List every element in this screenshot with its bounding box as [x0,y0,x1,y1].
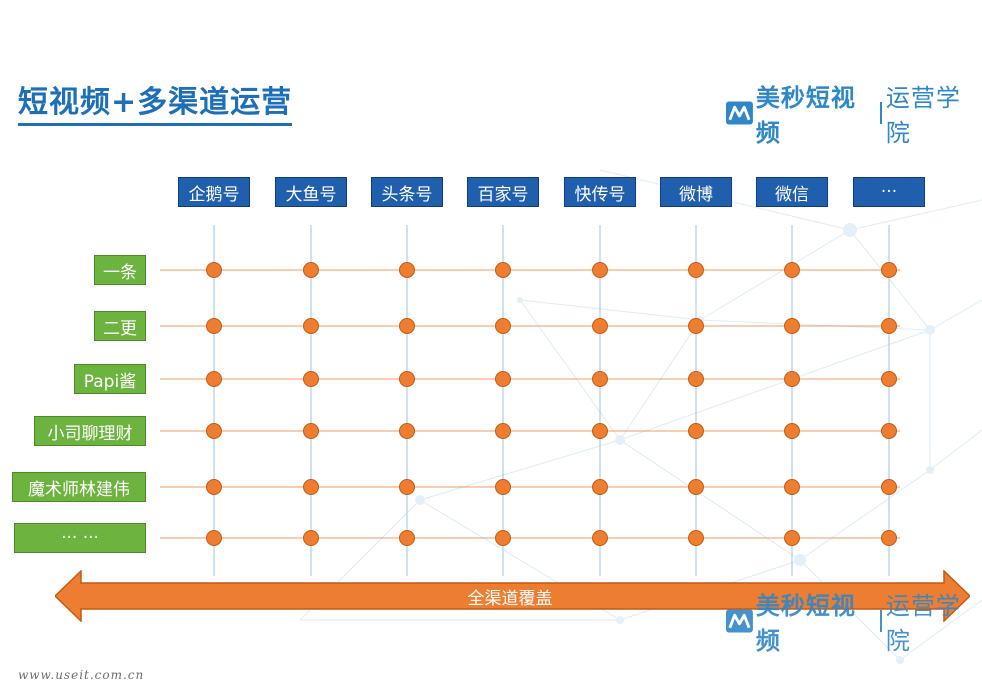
double-arrow-icon [55,570,970,622]
channel-node [784,262,800,278]
platform-box: 百家号 [467,177,539,207]
channel-node [206,530,222,546]
channel-node [881,262,897,278]
channel-node [881,318,897,334]
channel-node [592,479,608,495]
channel-node [399,530,415,546]
brand-name: 美秒短视频 [755,84,856,147]
channel-node [688,423,704,439]
channel-node [784,371,800,387]
brand-logo-top: 美秒短视频 运营学院 [726,78,982,148]
platform-box: 微博 [660,177,732,207]
channel-node [881,479,897,495]
brand-logo-bottom: 美秒短视频 运营学院 [726,586,982,656]
channel-node [592,371,608,387]
channel-node [688,262,704,278]
channel-node [784,479,800,495]
channel-node [206,423,222,439]
channel-node [784,318,800,334]
channel-node [495,371,511,387]
platform-box: 企鹅号 [178,177,250,207]
channel-node [399,371,415,387]
brand-divider [880,102,882,124]
channel-node [495,479,511,495]
channel-node [592,530,608,546]
channel-node [495,262,511,278]
account-box: Papi酱 [74,364,146,394]
channel-node [495,530,511,546]
brand-m-logo-icon [726,609,753,633]
channel-node [592,262,608,278]
channel-node [206,318,222,334]
channel-node [688,318,704,334]
channel-node [303,371,319,387]
account-box: 二更 [94,311,146,341]
page-title: 短视频+多渠道运营 [18,84,293,126]
arrow-label: 全渠道覆盖 [467,589,553,609]
channel-node [206,371,222,387]
brand-divider [880,610,882,632]
channel-node [688,371,704,387]
channel-node [399,479,415,495]
channel-node [784,530,800,546]
brand-name: 美秒短视频 [755,592,856,655]
channel-node [399,318,415,334]
account-box: 小司聊理财 [34,416,146,446]
account-box: ··· ··· [14,523,146,553]
channel-node [303,479,319,495]
platform-box: ··· [853,177,925,207]
channel-node [303,318,319,334]
channel-node [881,423,897,439]
channel-node [399,262,415,278]
account-box: 魔术师林建伟 [12,472,146,502]
brand-subtitle: 运营学院 [885,84,961,147]
channel-node [303,423,319,439]
brand-subtitle: 运营学院 [885,592,961,655]
channel-node [206,262,222,278]
platform-box: 大鱼号 [275,177,347,207]
channel-node [688,530,704,546]
platform-box: 快传号 [564,177,636,207]
channel-node [495,423,511,439]
platform-box: 头条号 [371,177,443,207]
channel-node [881,530,897,546]
account-box: 一条 [94,255,146,285]
channel-node [303,262,319,278]
channel-node [592,318,608,334]
channel-node [399,423,415,439]
channel-node [592,423,608,439]
channel-node [784,423,800,439]
website-url: www.useit.com.cn [18,668,145,682]
channel-node [206,479,222,495]
channel-node [881,371,897,387]
channel-node [495,318,511,334]
brand-m-logo-icon [726,101,753,125]
channel-node [688,479,704,495]
channel-node [303,530,319,546]
platform-box: 微信 [756,177,828,207]
